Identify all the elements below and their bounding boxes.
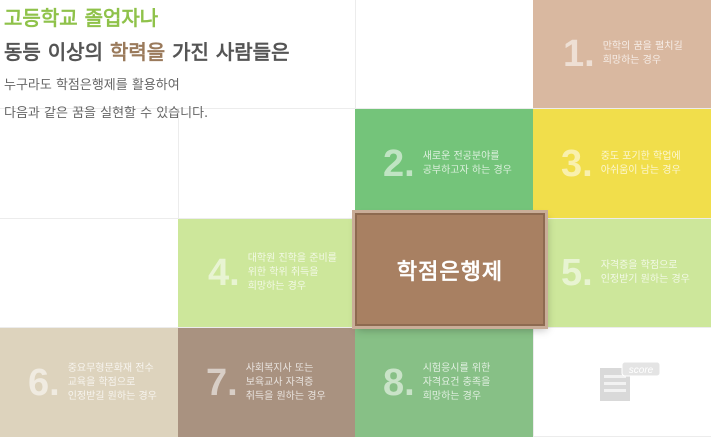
case-description-line: 자격증을 학점으로 — [600, 260, 678, 271]
case-description-line: 희망하는 경우 — [247, 281, 307, 292]
case-description-line: 시험응시를 위한 — [422, 362, 491, 374]
case-number: 4. — [208, 252, 240, 294]
case-description-line: 대학원 진학을 준비를 — [247, 253, 337, 264]
case-cell-7[interactable]: 7. 사회복지사 또는 보육교사 자격증 취득을 원하는 경우 — [178, 328, 355, 437]
headline-highlight: 학력을 — [109, 40, 166, 64]
subtitle-line2: 다음과 같은 꿈을 실현할 수 있습니다. — [4, 106, 209, 121]
credit-bank-system-block[interactable]: 학점은행제 — [355, 213, 545, 326]
case-description-line: 취득을 원하는 경우 — [245, 390, 326, 402]
case-description-line: 공부하고자 하는 경우 — [422, 164, 512, 176]
headline-line1: 고등학교 졸업자나 — [4, 6, 159, 30]
case-cell-4[interactable]: 4. 대학원 진학을 준비를 위한 학위 취득을 희망하는 경우 — [178, 219, 355, 327]
case-description-line: 희망하는 경우 — [422, 390, 482, 402]
grid-line — [0, 108, 711, 109]
case-number: 2. — [383, 142, 415, 185]
case-number: 3. — [561, 142, 593, 185]
case-description-line: 새로운 전공분야를 — [422, 150, 500, 162]
case-description-line: 자격요건 충족을 — [422, 376, 491, 388]
case-description-line: 인정받길 원하는 경우 — [67, 390, 157, 402]
case-cell-6[interactable]: 6. 중요무형문화재 전수 교육을 학점으로 인정받길 원하는 경우 — [0, 328, 178, 437]
subtitle-line1: 누구라도 학점은행제를 활용하여 — [4, 78, 180, 93]
headline-line2-part2: 가진 사람들은 — [165, 40, 290, 64]
case-description-line: 중요무형문화재 전수 — [67, 362, 154, 374]
headline-line2-part1: 동등 이상의 — [4, 40, 110, 64]
grid-line — [0, 327, 711, 328]
case-number: 8. — [383, 361, 415, 404]
case-description-line: 중도 포기한 학업에 — [600, 150, 681, 162]
case-number: 6. — [28, 361, 60, 404]
case-description-line: 희망하는 경우 — [602, 55, 662, 66]
headline-line2: 동등 이상의 학력을 가진 사람들은 — [4, 36, 289, 65]
case-description-line: 위한 학위 취득을 — [247, 267, 319, 278]
case-description-line: 사회복지사 또는 — [245, 362, 314, 374]
case-number: 1. — [563, 33, 595, 75]
case-number: 5. — [561, 252, 593, 294]
score-document-icon: score — [600, 361, 664, 406]
case-description-line: 만학의 꿈을 펼치길 — [602, 41, 683, 52]
case-number: 7. — [206, 361, 238, 404]
score-label: score — [629, 365, 654, 376]
case-cell-8[interactable]: 8. 시험응시를 위한 자격요건 충족을 희망하는 경우 — [355, 328, 533, 437]
case-description-line: 인정받기 원하는 경우 — [600, 274, 690, 285]
case-description-line: 교육을 학점으로 — [67, 376, 136, 388]
case-description-line: 보육교사 자격증 — [245, 376, 314, 388]
case-description-line: 아쉬움이 남는 경우 — [600, 164, 681, 176]
